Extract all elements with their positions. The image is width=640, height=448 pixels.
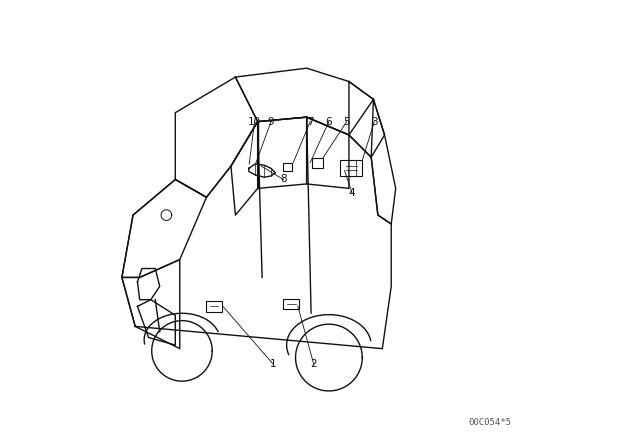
Text: 4: 4	[349, 188, 355, 198]
Text: 1: 1	[270, 359, 276, 369]
Text: 7: 7	[307, 116, 314, 127]
Text: 10: 10	[248, 116, 261, 127]
Text: 6: 6	[326, 116, 332, 127]
Text: 2: 2	[310, 359, 317, 369]
Text: 3: 3	[371, 116, 378, 127]
Text: 5: 5	[344, 116, 350, 127]
Text: 9: 9	[268, 116, 275, 127]
Text: 00C054*5: 00C054*5	[468, 418, 511, 426]
Text: 8: 8	[280, 174, 287, 185]
